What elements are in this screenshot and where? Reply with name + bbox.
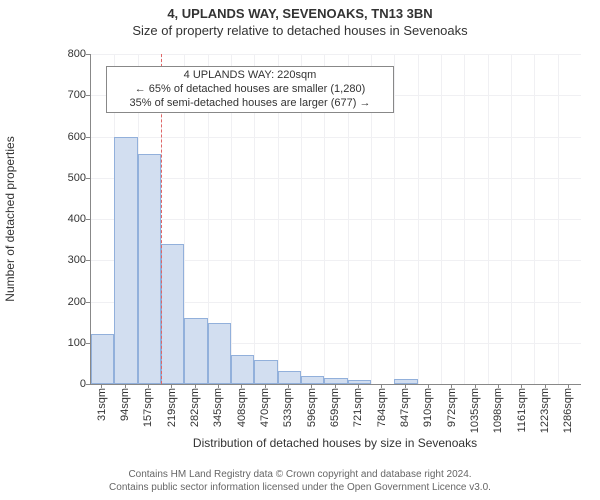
annotation-line: 4 UPLANDS WAY: 220sqm xyxy=(111,69,389,83)
x-tick-label: 784sqm xyxy=(376,388,388,427)
footer-line-1: Contains HM Land Registry data © Crown c… xyxy=(0,468,600,481)
x-tick-label: 1098sqm xyxy=(492,388,504,433)
annotation-line: ← 65% of detached houses are smaller (1,… xyxy=(111,83,389,97)
bar-rect xyxy=(301,376,324,384)
x-tick-mark xyxy=(311,384,312,388)
y-tick-label: 500 xyxy=(68,172,86,184)
x-tick-mark xyxy=(521,384,522,388)
bar xyxy=(441,54,464,384)
y-tick-mark xyxy=(86,343,90,344)
bar-rect xyxy=(138,154,161,384)
y-tick-mark xyxy=(86,137,90,138)
chart-subtitle: Size of property relative to detached ho… xyxy=(0,21,600,38)
y-tick-label: 300 xyxy=(68,254,86,266)
bar xyxy=(418,54,441,384)
x-tick-mark xyxy=(451,384,452,388)
y-tick-mark xyxy=(86,260,90,261)
x-tick-mark xyxy=(171,384,172,388)
x-tick-mark xyxy=(358,384,359,388)
bar-rect xyxy=(208,323,231,384)
bar xyxy=(534,54,557,384)
x-tick-mark xyxy=(381,384,382,388)
x-tick-label: 721sqm xyxy=(352,388,364,427)
chart-wrap: Number of detached properties 4 UPLANDS … xyxy=(50,54,580,424)
x-tick-label: 847sqm xyxy=(399,388,411,427)
y-tick-mark xyxy=(86,302,90,303)
x-tick-mark xyxy=(405,384,406,388)
x-axis-label: Distribution of detached houses by size … xyxy=(90,436,580,450)
x-tick-label: 1035sqm xyxy=(469,388,481,433)
x-tick-label: 408sqm xyxy=(236,388,248,427)
x-tick-mark xyxy=(101,384,102,388)
bar xyxy=(558,54,581,384)
x-tick-label: 157sqm xyxy=(142,388,154,427)
annotation-box: 4 UPLANDS WAY: 220sqm← 65% of detached h… xyxy=(106,66,394,113)
x-tick-label: 94sqm xyxy=(119,388,131,421)
y-tick-label: 100 xyxy=(68,337,86,349)
bar xyxy=(511,54,534,384)
x-tick-mark xyxy=(335,384,336,388)
bar-rect xyxy=(184,318,207,384)
bar-rect xyxy=(394,379,417,384)
bar-rect xyxy=(278,371,301,384)
y-tick-mark xyxy=(86,95,90,96)
x-tick-label: 659sqm xyxy=(329,388,341,427)
y-tick-label: 400 xyxy=(68,213,86,225)
y-tick-label: 700 xyxy=(68,89,86,101)
x-tick-mark xyxy=(195,384,196,388)
x-tick-label: 1286sqm xyxy=(562,388,574,433)
bar-rect xyxy=(348,380,371,384)
x-tick-mark xyxy=(288,384,289,388)
x-tick-mark xyxy=(125,384,126,388)
x-tick-mark xyxy=(568,384,569,388)
x-tick-mark xyxy=(498,384,499,388)
x-tick-label: 533sqm xyxy=(282,388,294,427)
chart-title: 4, UPLANDS WAY, SEVENOAKS, TN13 3BN xyxy=(0,0,600,21)
footer-line-2: Contains public sector information licen… xyxy=(0,481,600,494)
y-tick-label: 600 xyxy=(68,131,86,143)
x-tick-mark xyxy=(241,384,242,388)
x-tick-label: 282sqm xyxy=(189,388,201,427)
x-tick-mark xyxy=(545,384,546,388)
bar-rect xyxy=(254,360,277,384)
x-tick-label: 972sqm xyxy=(446,388,458,427)
x-tick-label: 345sqm xyxy=(212,388,224,427)
y-tick-label: 200 xyxy=(68,296,86,308)
y-axis-label: Number of detached properties xyxy=(3,136,17,301)
x-tick-label: 1161sqm xyxy=(516,388,528,432)
footer: Contains HM Land Registry data © Crown c… xyxy=(0,468,600,494)
y-tick-mark xyxy=(86,219,90,220)
x-tick-label: 596sqm xyxy=(306,388,318,427)
x-tick-label: 1223sqm xyxy=(539,388,551,433)
chart-container: 4, UPLANDS WAY, SEVENOAKS, TN13 3BN Size… xyxy=(0,0,600,500)
bar-rect xyxy=(91,334,114,384)
annotation-line: 35% of semi-detached houses are larger (… xyxy=(111,97,389,111)
bar-rect xyxy=(114,137,137,385)
bar xyxy=(488,54,511,384)
x-tick-label: 219sqm xyxy=(166,388,178,427)
bar-rect xyxy=(324,378,347,384)
x-tick-mark xyxy=(148,384,149,388)
y-tick-label: 800 xyxy=(68,48,86,60)
bar-rect xyxy=(161,244,184,384)
x-tick-label: 910sqm xyxy=(422,388,434,427)
x-tick-label: 31sqm xyxy=(96,388,108,421)
x-tick-mark xyxy=(218,384,219,388)
plot-area: 4 UPLANDS WAY: 220sqm← 65% of detached h… xyxy=(90,54,581,385)
bar-rect xyxy=(231,355,254,384)
y-tick-mark xyxy=(86,54,90,55)
x-tick-label: 470sqm xyxy=(259,388,271,427)
x-tick-mark xyxy=(428,384,429,388)
x-tick-mark xyxy=(265,384,266,388)
bar xyxy=(464,54,487,384)
y-tick-mark xyxy=(86,384,90,385)
y-tick-mark xyxy=(86,178,90,179)
bar xyxy=(394,54,417,384)
x-tick-mark xyxy=(475,384,476,388)
